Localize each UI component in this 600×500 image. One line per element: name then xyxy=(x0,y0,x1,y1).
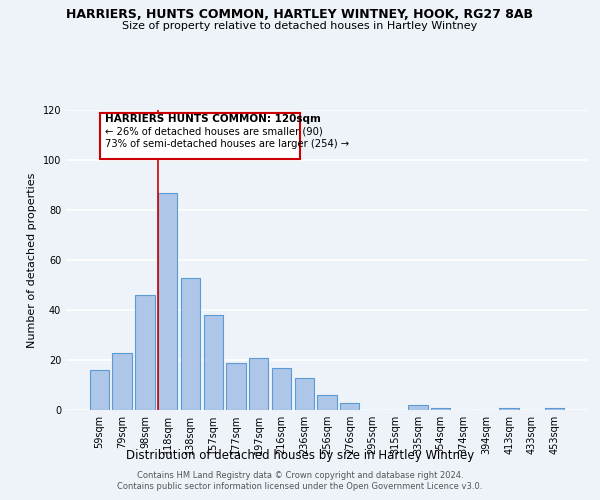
Bar xyxy=(181,278,200,410)
FancyBboxPatch shape xyxy=(100,112,300,159)
Bar xyxy=(409,405,428,410)
Bar xyxy=(112,352,132,410)
Bar xyxy=(249,358,268,410)
Bar xyxy=(272,368,291,410)
Bar xyxy=(499,408,519,410)
Text: HARRIERS HUNTS COMMON: 120sqm: HARRIERS HUNTS COMMON: 120sqm xyxy=(105,114,321,124)
Bar xyxy=(158,192,178,410)
Text: Contains public sector information licensed under the Open Government Licence v3: Contains public sector information licen… xyxy=(118,482,482,491)
Bar xyxy=(545,408,564,410)
Bar xyxy=(295,378,314,410)
Text: HARRIERS, HUNTS COMMON, HARTLEY WINTNEY, HOOK, RG27 8AB: HARRIERS, HUNTS COMMON, HARTLEY WINTNEY,… xyxy=(67,8,533,20)
Text: ← 26% of detached houses are smaller (90): ← 26% of detached houses are smaller (90… xyxy=(105,126,323,136)
Bar xyxy=(226,362,245,410)
Text: Contains HM Land Registry data © Crown copyright and database right 2024.: Contains HM Land Registry data © Crown c… xyxy=(137,471,463,480)
Y-axis label: Number of detached properties: Number of detached properties xyxy=(27,172,37,348)
Bar xyxy=(317,395,337,410)
Bar xyxy=(90,370,109,410)
Text: Size of property relative to detached houses in Hartley Wintney: Size of property relative to detached ho… xyxy=(122,21,478,31)
Bar xyxy=(135,295,155,410)
Bar xyxy=(203,315,223,410)
Bar xyxy=(431,408,451,410)
Text: 73% of semi-detached houses are larger (254) →: 73% of semi-detached houses are larger (… xyxy=(105,138,349,149)
Text: Distribution of detached houses by size in Hartley Wintney: Distribution of detached houses by size … xyxy=(126,448,474,462)
Bar xyxy=(340,402,359,410)
